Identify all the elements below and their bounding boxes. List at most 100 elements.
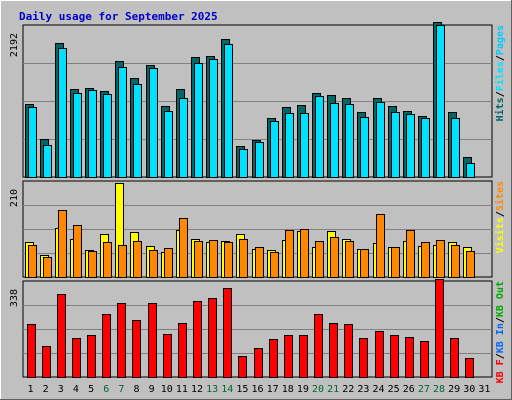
day-label-3: 3 (58, 384, 64, 395)
day-label-5: 5 (88, 384, 94, 395)
bar-sites-day-29 (451, 245, 460, 278)
bar-sites-day-15 (239, 239, 248, 278)
bar-files-day-30 (466, 163, 475, 178)
bar-kb-f-day-20 (314, 314, 323, 378)
bar-sites-day-6 (103, 242, 112, 278)
bar-sites-day-5 (88, 251, 97, 278)
bar-kb-f-day-5 (87, 335, 96, 378)
legend-item-1-1: Hits (494, 97, 506, 121)
bar-sites-day-27 (421, 242, 430, 278)
bar-files-day-3 (58, 48, 67, 178)
bar-kb-f-day-28 (435, 279, 444, 378)
legend-item-2-3: Sites (494, 181, 506, 211)
bar-kb-f-day-21 (329, 323, 338, 378)
bar-files-day-24 (376, 102, 385, 178)
day-label-28: 28 (433, 384, 445, 395)
day-label-27: 27 (418, 384, 430, 395)
day-label-9: 9 (149, 384, 155, 395)
bar-kb-f-day-3 (57, 294, 66, 378)
bar-files-day-28 (436, 25, 445, 178)
bar-kb-f-day-6 (102, 314, 111, 378)
day-labels: 1 2 3 4 5 6 7 8 9 10 11 12 13 14 15 16 17 18 19 20 21 22 23 24 2… (28, 384, 491, 395)
day-label-29: 29 (448, 384, 460, 395)
bar-sites-day-8 (133, 241, 142, 278)
day-label-23: 23 (357, 384, 369, 395)
bar-kb-f-day-11 (178, 323, 187, 378)
day-label-24: 24 (373, 384, 385, 395)
bar-kb-f-day-1 (27, 324, 36, 378)
bar-files-day-22 (345, 104, 354, 178)
bar-files-day-20 (315, 96, 324, 178)
bar-sites-day-9 (149, 250, 158, 278)
day-label-4: 4 (73, 384, 79, 395)
legend-item-2-2: / (495, 211, 506, 217)
legend-item-1-2: / (495, 91, 506, 97)
bar-kb-f-day-2 (42, 346, 51, 378)
bar-files-day-7 (118, 67, 127, 178)
bar-sites-day-26 (406, 230, 415, 278)
day-label-14: 14 (221, 384, 233, 395)
bar-kb-f-day-19 (299, 335, 308, 378)
day-label-11: 11 (176, 384, 188, 395)
bar-files-day-2 (43, 145, 52, 178)
day-label-20: 20 (312, 384, 324, 395)
legend-item-2-1: Visits (494, 217, 506, 253)
bar-sites-day-11 (179, 218, 188, 278)
panel-2: 210 Visits/Sites (9, 180, 506, 278)
bar-sites-day-2 (43, 257, 52, 278)
legend-item-3-4: / (495, 317, 506, 323)
day-label-6: 6 (103, 384, 109, 395)
bar-sites-day-1 (28, 245, 37, 278)
bar-files-day-27 (421, 118, 430, 178)
bar-sites-day-24 (376, 214, 385, 278)
bar-files-day-23 (360, 117, 369, 178)
legend-item-3-2: / (495, 353, 506, 359)
bar-sites-day-28 (436, 240, 445, 278)
panel-1-y-max-label: 2192 (9, 33, 20, 57)
bar-kb-f-day-17 (269, 339, 278, 378)
day-label-22: 22 (342, 384, 354, 395)
bar-sites-day-19 (300, 229, 309, 278)
bar-kb-f-day-23 (359, 338, 368, 378)
panel-3-y-max-label: 338 (9, 289, 20, 307)
bar-files-day-8 (133, 84, 142, 178)
bar-files-day-10 (164, 111, 173, 178)
bar-sites-day-17 (270, 252, 279, 278)
bar-kb-f-day-16 (254, 348, 263, 378)
legend-item-3-5: KB Out (495, 281, 506, 317)
day-label-18: 18 (282, 384, 294, 395)
bar-kb-f-day-25 (390, 335, 399, 378)
bar-sites-day-14 (224, 242, 233, 278)
day-label-12: 12 (191, 384, 203, 395)
bar-files-day-14 (224, 44, 233, 178)
bar-kb-f-day-12 (193, 301, 202, 378)
bar-kb-f-day-13 (208, 298, 217, 378)
bar-sites-day-20 (315, 241, 324, 278)
bar-files-day-11 (179, 98, 188, 178)
bar-sites-day-22 (345, 241, 354, 278)
bar-kb-f-day-30 (465, 358, 474, 378)
bar-files-day-19 (300, 113, 309, 178)
day-label-26: 26 (403, 384, 415, 395)
bar-files-day-26 (406, 114, 415, 178)
bar-sites-day-16 (255, 247, 264, 278)
bar-kb-f-day-22 (344, 324, 353, 378)
panel-1: 2192 Hits/Files/Pages (9, 22, 506, 178)
panel-2-y-max-label: 210 (9, 189, 20, 207)
bar-kb-f-day-10 (163, 334, 172, 378)
day-label-1: 1 (28, 384, 34, 395)
bar-kb-f-day-14 (223, 288, 232, 378)
bar-files-day-9 (149, 68, 158, 178)
panel-1-legend: Hits/Files/Pages (494, 25, 506, 121)
chart-title: Daily usage for September 2025 (19, 10, 218, 23)
legend-item-3-1: KB F (495, 359, 506, 383)
bar-sites-day-12 (194, 241, 203, 278)
bar-sites-day-23 (360, 249, 369, 278)
panel-2-legend: Visits/Sites (494, 181, 506, 253)
bar-files-day-4 (73, 93, 82, 178)
bar-files-day-13 (209, 59, 218, 178)
bar-kb-f-day-9 (148, 303, 157, 378)
bar-sites-day-7 (118, 245, 127, 278)
day-label-19: 19 (297, 384, 309, 395)
